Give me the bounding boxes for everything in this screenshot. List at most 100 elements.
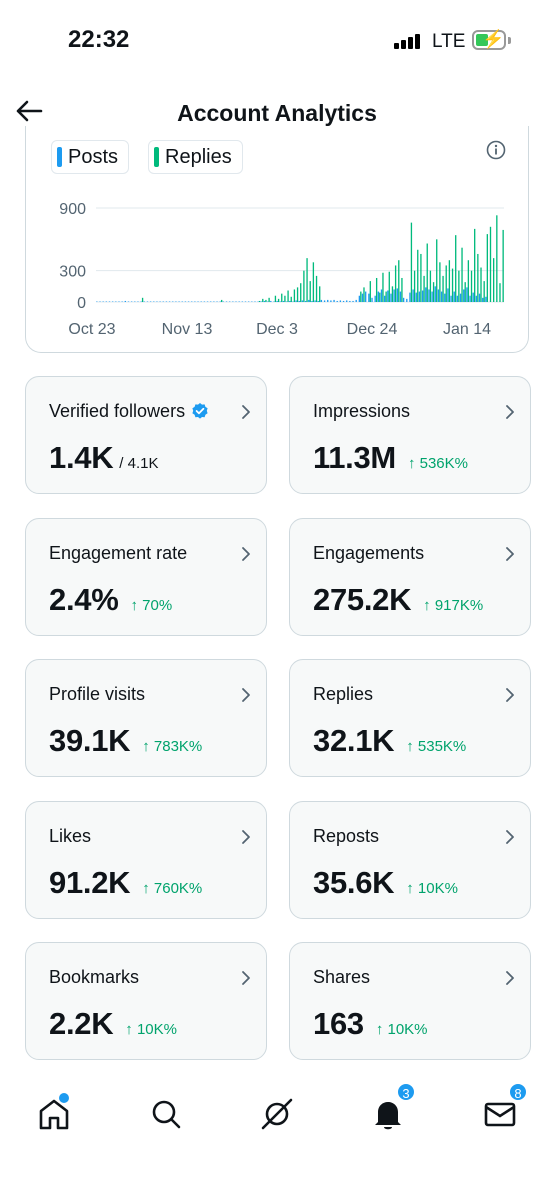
bar-replies bbox=[319, 286, 321, 302]
bar-replies bbox=[287, 290, 289, 302]
chevron-right-icon bbox=[242, 971, 250, 985]
bar-replies bbox=[284, 295, 286, 302]
bar-posts bbox=[118, 301, 120, 302]
stat-label-text: Impressions bbox=[313, 401, 411, 421]
bar-replies bbox=[502, 229, 504, 302]
stat-card-verified-followers[interactable]: Verified followers 1.4K / 4.1K bbox=[25, 376, 267, 494]
bar-replies bbox=[300, 283, 302, 302]
stat-label: Engagement rate bbox=[49, 543, 187, 564]
bar-posts bbox=[320, 299, 323, 302]
bar-posts bbox=[396, 288, 398, 302]
stat-label: Profile visits bbox=[49, 684, 145, 705]
bar-posts bbox=[482, 297, 484, 302]
stat-card-impressions[interactable]: Impressions 11.3M ↑ 536K% bbox=[289, 376, 531, 494]
home-icon bbox=[39, 1099, 69, 1130]
bar-replies bbox=[306, 258, 308, 302]
bar-posts bbox=[156, 301, 158, 302]
bar-replies bbox=[445, 265, 447, 302]
stat-card-engagements[interactable]: Engagements 275.2K ↑ 917K% bbox=[289, 518, 531, 636]
bar-posts bbox=[339, 300, 342, 302]
bar-posts bbox=[225, 301, 228, 302]
bar-posts bbox=[121, 301, 123, 302]
bar-replies bbox=[448, 260, 451, 302]
status-bar: 22:32 LTE ⚡ bbox=[0, 0, 554, 80]
bar-posts bbox=[292, 301, 294, 302]
bar-replies bbox=[474, 228, 476, 302]
tab-grok[interactable] bbox=[257, 1094, 297, 1134]
bar-posts bbox=[178, 301, 180, 302]
stat-change: ↑ 10K% bbox=[125, 1021, 177, 1038]
bar-replies bbox=[312, 262, 315, 302]
bar-replies bbox=[315, 275, 318, 302]
stat-change: ↑ 70% bbox=[130, 597, 173, 614]
bar-posts bbox=[437, 289, 440, 302]
bar-replies bbox=[499, 283, 501, 302]
battery-icon: ⚡ bbox=[472, 29, 506, 50]
bar-replies bbox=[439, 262, 441, 302]
bar-posts bbox=[311, 300, 313, 302]
bar-replies bbox=[290, 296, 292, 302]
stat-card-likes[interactable]: Likes 91.2K ↑ 760K% bbox=[25, 801, 267, 919]
stat-value: 163 bbox=[313, 1006, 364, 1041]
stat-card-profile-visits[interactable]: Profile visits 39.1K ↑ 783K% bbox=[25, 659, 267, 777]
bar-posts bbox=[374, 295, 376, 302]
stat-card-bookmarks[interactable]: Bookmarks 2.2K ↑ 10K% bbox=[25, 942, 267, 1060]
stat-label: Reposts bbox=[313, 826, 379, 847]
stat-card-engagement-rate[interactable]: Engagement rate 2.4% ↑ 70% bbox=[25, 518, 267, 636]
stat-value: 32.1K bbox=[313, 723, 395, 758]
bar-posts bbox=[130, 301, 133, 302]
stat-value-row: 11.3M ↑ 536K% bbox=[313, 440, 468, 476]
bar-replies bbox=[436, 239, 438, 302]
x-tick-label: Nov 13 bbox=[162, 321, 213, 338]
bar-posts bbox=[453, 291, 455, 302]
stat-change: ↑ 10K% bbox=[375, 1021, 428, 1038]
stat-value-row: 163 ↑ 10K% bbox=[313, 1006, 428, 1042]
bar-posts bbox=[140, 301, 142, 302]
tab-search[interactable] bbox=[146, 1094, 186, 1134]
legend-posts[interactable]: Posts bbox=[51, 140, 130, 174]
stat-value-row: 91.2K ↑ 760K% bbox=[49, 865, 202, 901]
stat-value: 2.2K bbox=[49, 1006, 114, 1041]
bar-posts bbox=[175, 301, 177, 302]
bar-posts bbox=[251, 301, 253, 302]
bar-posts bbox=[219, 301, 221, 302]
info-icon[interactable] bbox=[486, 140, 506, 160]
home-notification-dot bbox=[59, 1093, 69, 1103]
tab-notifications[interactable]: 3 bbox=[368, 1082, 416, 1134]
bar-posts bbox=[260, 301, 262, 302]
bar-posts bbox=[127, 301, 130, 302]
legend-posts-swatch bbox=[57, 147, 62, 167]
bar-posts bbox=[112, 301, 114, 302]
stat-label-text: Shares bbox=[313, 967, 371, 987]
chevron-right-icon bbox=[242, 830, 250, 844]
bar-posts bbox=[447, 288, 449, 302]
stat-label: Replies bbox=[313, 684, 373, 705]
stat-card-shares[interactable]: Shares 163 ↑ 10K% bbox=[289, 942, 531, 1060]
bar-posts bbox=[279, 301, 281, 302]
bar-replies bbox=[486, 234, 488, 302]
bar-posts bbox=[276, 300, 278, 302]
stat-value-row: 2.2K ↑ 10K% bbox=[49, 1006, 177, 1042]
bar-posts bbox=[327, 299, 329, 302]
x-tick-label: Jan 14 bbox=[443, 321, 491, 338]
status-time: 22:32 bbox=[68, 26, 130, 53]
bar-replies bbox=[451, 268, 454, 302]
legend-posts-label: Posts bbox=[68, 146, 119, 168]
bar-posts bbox=[273, 301, 275, 302]
bar-posts bbox=[263, 300, 266, 302]
back-button[interactable] bbox=[14, 96, 44, 126]
stat-card-reposts[interactable]: Reposts 35.6K ↑ 10K% bbox=[289, 801, 531, 919]
bar-posts bbox=[365, 291, 367, 302]
activity-chart-card: Posts Replies 900 300 0 Oct 23 Nov 13 Dec 3 De… bbox=[25, 126, 529, 353]
bar-posts bbox=[409, 292, 411, 302]
bar-replies bbox=[464, 282, 466, 302]
bar-posts bbox=[440, 291, 443, 302]
stat-value-row: 1.4K / 4.1K bbox=[49, 440, 159, 476]
tab-messages[interactable]: 8 bbox=[480, 1082, 528, 1134]
stat-label-text: Engagements bbox=[313, 543, 425, 563]
tab-home[interactable] bbox=[34, 1093, 74, 1134]
bar-replies bbox=[303, 270, 305, 302]
stat-card-replies[interactable]: Replies 32.1K ↑ 535K% bbox=[289, 659, 531, 777]
stat-label: Impressions bbox=[313, 401, 410, 422]
legend-replies[interactable]: Replies bbox=[148, 140, 243, 174]
